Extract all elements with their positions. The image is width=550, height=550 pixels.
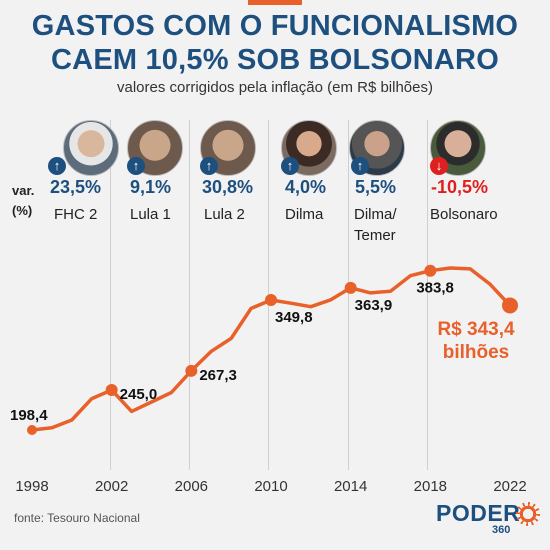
arrow-up-icon: ↑ [200,157,218,175]
period-name: Dilma [285,206,324,223]
period-divider [189,120,190,470]
arrow-up-icon: ↑ [351,157,369,175]
data-point [27,425,37,435]
x-tick-label: 2006 [175,478,208,495]
data-point [185,364,198,377]
sun-icon [516,502,540,526]
period-divider [427,120,428,470]
poder360-logo: PODER 360 [436,500,540,536]
final-value-line1: R$ 343,4 [437,319,515,340]
data-label: 267,3 [199,367,237,384]
data-point [265,293,277,306]
data-point [424,264,437,277]
final-data-point [502,297,518,314]
period-name: Lula 1 [130,206,171,223]
variation-label: var. (%) [12,181,34,221]
logo-subtext: 360 [492,524,511,536]
variation-label-line1: var. [12,183,35,198]
x-tick-label: 2002 [95,478,128,495]
data-label: 198,4 [10,407,48,424]
x-tick-label: 1998 [15,478,48,495]
president-photo-avatar [63,120,119,176]
chart-subtitle: valores corrigidos pela inflação (em R$ … [117,79,433,96]
period-name-line2: Temer [354,227,396,244]
period-divider [110,120,111,470]
period-variation: 4,0% [285,177,327,197]
arrow-up-icon: ↑ [281,157,299,175]
chart-title-line1: GASTOS COM O FUNCIONALISMO [31,10,519,42]
period-name: Bolsonaro [430,206,498,223]
logo-text: PODER [436,500,521,526]
chart-title-line2: CAEM 10,5% SOB BOLSONARO [51,44,499,76]
period-divider [348,120,349,470]
x-tick-label: 2018 [414,478,447,495]
data-label: 349,8 [275,309,313,326]
arrow-up-icon: ↑ [48,157,66,175]
data-label: 383,8 [416,280,454,297]
x-tick-label: 2022 [493,478,526,495]
period-name-line1: Dilma/ [354,206,397,223]
variation-label-line2: (%) [12,203,33,218]
period-name: Dilma/ Temer [354,204,397,246]
top-accent-bar [248,0,302,5]
data-point [344,281,357,294]
period-name: FHC 2 [54,206,98,223]
x-tick-label: 2014 [334,478,367,495]
period-variation: 23,5% [50,177,102,197]
x-tick-label: 2010 [254,478,287,495]
arrow-down-icon: ↓ [430,157,448,175]
data-point [105,383,118,396]
period-name: Lula 2 [204,206,245,223]
data-label: 245,0 [120,386,158,403]
data-label: 363,9 [355,297,393,314]
final-value-label: R$ 343,4 bilhões [410,318,542,364]
period-variation: 30,8% [202,177,254,197]
arrow-up-icon: ↑ [127,157,145,175]
period-variation: 5,5% [355,177,397,197]
source-note: fonte: Tesouro Nacional [14,511,140,525]
period-variation: 9,1% [130,177,172,197]
period-variation: -10,5% [431,177,489,197]
final-value-line2: bilhões [442,342,510,363]
